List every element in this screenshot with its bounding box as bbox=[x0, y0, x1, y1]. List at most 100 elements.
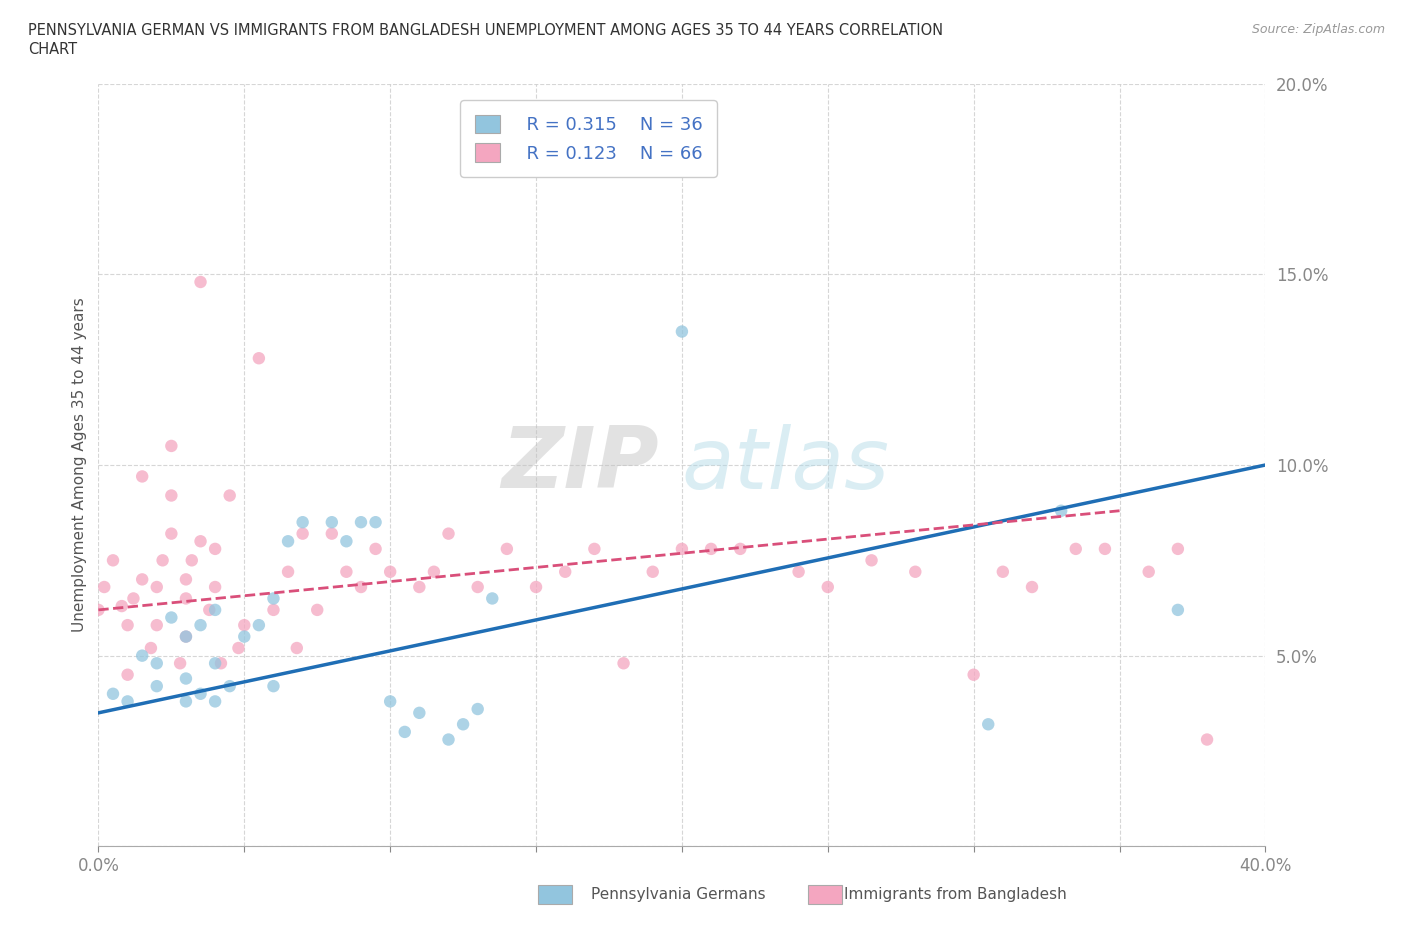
Point bbox=[787, 565, 810, 579]
Point bbox=[962, 668, 984, 683]
Text: CHART: CHART bbox=[28, 42, 77, 57]
Point bbox=[285, 641, 308, 656]
Point bbox=[146, 579, 169, 594]
Point bbox=[671, 541, 693, 556]
Point bbox=[190, 534, 212, 549]
Point bbox=[277, 534, 299, 549]
Point bbox=[180, 552, 202, 567]
Point bbox=[904, 565, 927, 579]
Text: ZIP: ZIP bbox=[501, 423, 658, 507]
Point bbox=[131, 469, 153, 484]
Point bbox=[451, 717, 474, 732]
Point bbox=[437, 526, 460, 541]
Y-axis label: Unemployment Among Ages 35 to 44 years: Unemployment Among Ages 35 to 44 years bbox=[72, 298, 87, 632]
Point bbox=[1167, 541, 1189, 556]
Point bbox=[700, 541, 723, 556]
Point bbox=[152, 552, 174, 567]
Point bbox=[204, 656, 226, 671]
Point bbox=[117, 618, 139, 632]
Point bbox=[174, 629, 197, 644]
Point bbox=[291, 526, 314, 541]
Point bbox=[1021, 579, 1043, 594]
Point bbox=[481, 591, 503, 606]
Point bbox=[817, 579, 839, 594]
Point bbox=[122, 591, 145, 606]
Point bbox=[204, 541, 226, 556]
Point bbox=[977, 717, 1000, 732]
Point bbox=[1195, 732, 1218, 747]
Point bbox=[233, 629, 256, 644]
Point bbox=[991, 565, 1014, 579]
Point bbox=[204, 603, 226, 618]
Point bbox=[364, 514, 387, 529]
Point bbox=[139, 641, 162, 656]
Point bbox=[101, 686, 124, 701]
Point bbox=[146, 618, 169, 632]
Point bbox=[1064, 541, 1087, 556]
Point bbox=[101, 552, 124, 567]
Legend:   R = 0.315    N = 36,   R = 0.123    N = 66: R = 0.315 N = 36, R = 0.123 N = 66 bbox=[460, 100, 717, 177]
Point bbox=[174, 629, 197, 644]
Point bbox=[408, 705, 430, 720]
Point bbox=[204, 579, 226, 594]
Point bbox=[554, 565, 576, 579]
Point bbox=[583, 541, 606, 556]
Point bbox=[160, 610, 183, 625]
Point bbox=[117, 694, 139, 709]
Point bbox=[228, 641, 250, 656]
Point bbox=[467, 701, 489, 716]
Point bbox=[262, 603, 284, 618]
Text: Immigrants from Bangladesh: Immigrants from Bangladesh bbox=[844, 887, 1066, 902]
Point bbox=[174, 671, 197, 686]
Point bbox=[671, 324, 693, 339]
Point bbox=[131, 572, 153, 587]
Point bbox=[1137, 565, 1160, 579]
Point bbox=[247, 351, 270, 365]
Point bbox=[380, 565, 402, 579]
Point bbox=[111, 599, 134, 614]
Point bbox=[860, 552, 883, 567]
Point bbox=[1167, 603, 1189, 618]
Point bbox=[524, 579, 547, 594]
Point bbox=[423, 565, 446, 579]
Point bbox=[174, 572, 197, 587]
Point bbox=[174, 694, 197, 709]
Point bbox=[612, 656, 634, 671]
Point bbox=[408, 579, 430, 594]
Point bbox=[496, 541, 519, 556]
Point bbox=[146, 656, 169, 671]
Text: Pennsylvania Germans: Pennsylvania Germans bbox=[591, 887, 765, 902]
Point bbox=[1094, 541, 1116, 556]
Point bbox=[350, 579, 373, 594]
Point bbox=[437, 732, 460, 747]
Point bbox=[146, 679, 169, 694]
Point bbox=[730, 541, 752, 556]
Point bbox=[190, 618, 212, 632]
Point bbox=[364, 541, 387, 556]
Point bbox=[321, 514, 343, 529]
Point bbox=[174, 591, 197, 606]
Point bbox=[277, 565, 299, 579]
Point bbox=[131, 648, 153, 663]
Point bbox=[291, 514, 314, 529]
Point bbox=[160, 439, 183, 454]
Point bbox=[335, 534, 357, 549]
Point bbox=[233, 618, 256, 632]
Point bbox=[1050, 503, 1073, 518]
Text: atlas: atlas bbox=[682, 423, 890, 507]
Point bbox=[394, 724, 416, 739]
Point bbox=[190, 686, 212, 701]
Point bbox=[204, 694, 226, 709]
Point bbox=[467, 579, 489, 594]
Point bbox=[190, 274, 212, 289]
Point bbox=[160, 488, 183, 503]
Point bbox=[87, 603, 110, 618]
Point bbox=[198, 603, 221, 618]
Point bbox=[641, 565, 664, 579]
Point bbox=[307, 603, 329, 618]
Point bbox=[262, 679, 284, 694]
Point bbox=[117, 668, 139, 683]
Point bbox=[262, 591, 284, 606]
Point bbox=[335, 565, 357, 579]
Point bbox=[93, 579, 115, 594]
